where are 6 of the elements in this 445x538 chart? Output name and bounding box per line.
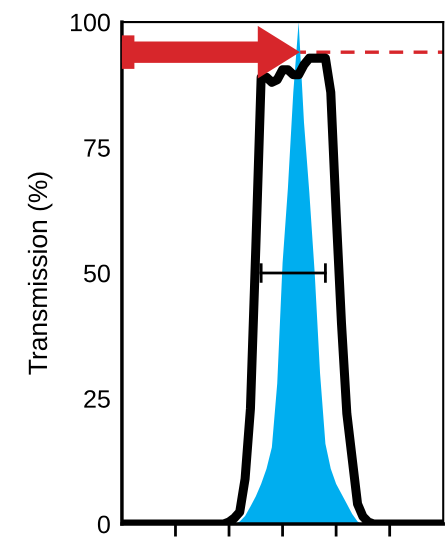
y-tick-label: 25 xyxy=(84,390,110,408)
y-axis-title: Transmission (%) xyxy=(28,172,52,375)
y-tick-label: 100 xyxy=(71,14,110,32)
y-tick-label: 75 xyxy=(84,139,110,157)
y-tick-label: 0 xyxy=(98,516,110,534)
y-tick-label: 50 xyxy=(84,264,110,282)
